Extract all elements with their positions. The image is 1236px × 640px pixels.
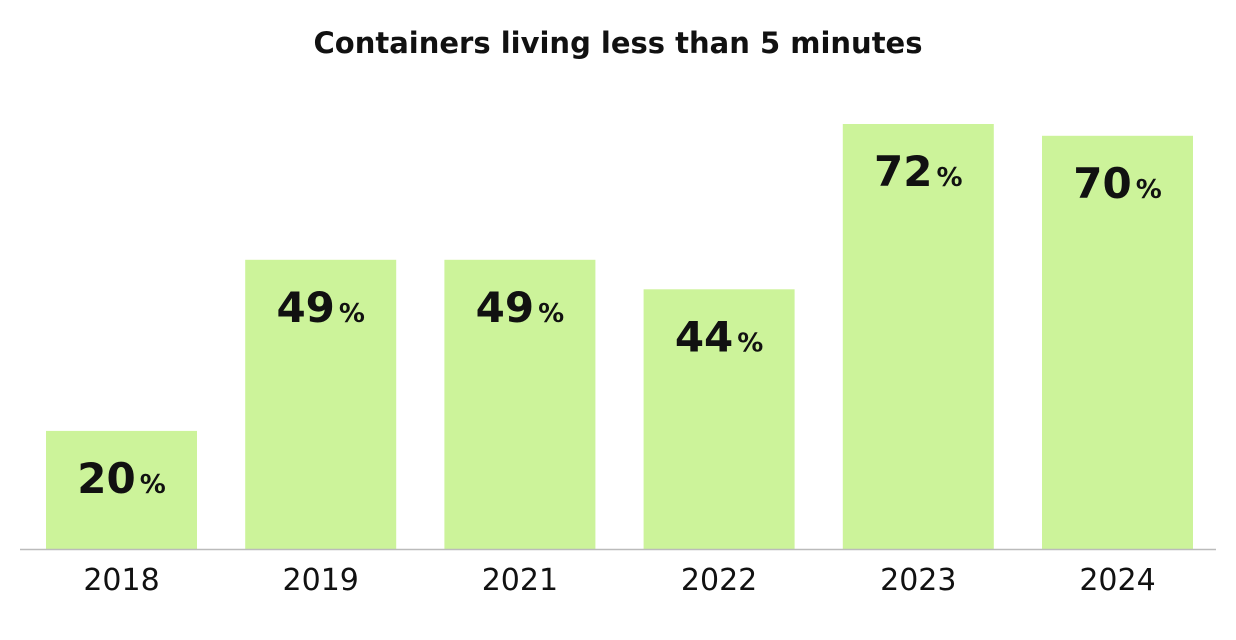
- chart-title: Containers living less than 5 minutes: [313, 26, 923, 60]
- x-tick-label-2024: 2024: [1079, 563, 1155, 598]
- bar-2022: [643, 289, 795, 549]
- bar-2024: [1042, 135, 1193, 550]
- x-tick-label-2018: 2018: [83, 563, 159, 598]
- bar-value-label-2024: 70%: [1073, 159, 1162, 208]
- bar-value-label-2022: 44%: [675, 312, 764, 361]
- x-tick-label-2022: 2022: [681, 563, 757, 598]
- bars-layer: 20 % 49% 49% 44 % 72% 70%: [46, 124, 1193, 550]
- bar-2018: [46, 430, 197, 549]
- x-tick-label-2021: 2021: [482, 563, 558, 598]
- bar-2021: [444, 259, 596, 549]
- bar-2019: [245, 259, 397, 549]
- bar-value-label-2023: 72%: [874, 147, 963, 196]
- bar-value-label-2018: 20%: [77, 454, 166, 503]
- bar-2023: [842, 124, 994, 549]
- x-tick-label-2019: 2019: [283, 563, 359, 598]
- bar-value-label-2021: 49%: [476, 283, 565, 332]
- x-tick-label-2023: 2023: [880, 563, 956, 598]
- x-tick-labels: 2018 2019 2021 2022 2023 2024: [83, 563, 1155, 598]
- bar-value-label-2019: 49%: [276, 283, 365, 332]
